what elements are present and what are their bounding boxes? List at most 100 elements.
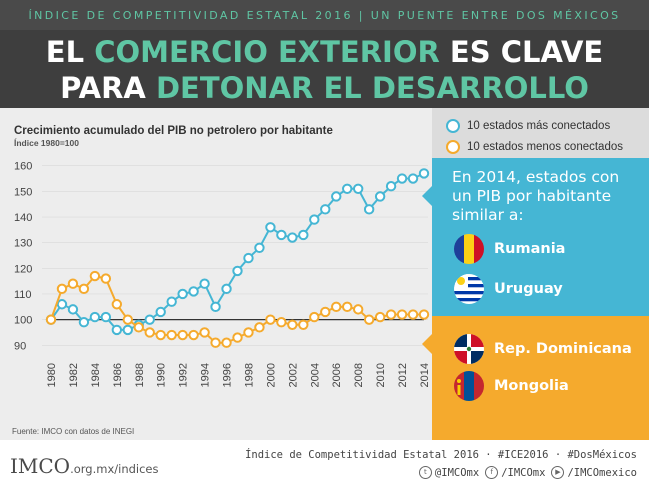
data-point	[407, 309, 419, 320]
data-point	[309, 214, 320, 225]
series-line-more-connected	[50, 172, 425, 331]
title-line-2: PARA DETONAR EL DESARROLLO	[0, 70, 649, 106]
data-point	[210, 337, 221, 348]
data-point	[396, 173, 408, 184]
y-tick-label: 90	[14, 340, 26, 352]
youtube-icon[interactable]: ▶	[551, 466, 565, 479]
title-highlight: COMERCIO EXTERIOR	[94, 35, 440, 69]
data-point	[111, 299, 123, 310]
chart-source: Fuente: IMCO con datos de INEGI	[12, 427, 134, 436]
data-point	[89, 270, 101, 282]
data-point	[276, 229, 287, 241]
line-chart: Crecimiento acumulado del PIB no petrole…	[12, 125, 431, 436]
x-tick-label: 2010	[375, 363, 387, 387]
y-tick-label: 100	[14, 315, 32, 327]
data-point	[221, 283, 232, 295]
top-bar: ÍNDICE DE COMPETITIVIDAD ESTATAL 2016 | …	[0, 0, 649, 30]
blue-box-title: En 2014, estados con un PIB por habitant…	[452, 168, 620, 224]
legend-label: 10 estados menos conectados	[467, 141, 623, 153]
footer-hashtags: Índice de Competitividad Estatal 2016 · …	[245, 449, 637, 461]
x-tick-label: 1994	[200, 363, 212, 387]
x-tick-label: 1998	[243, 363, 255, 387]
data-point	[418, 168, 430, 179]
data-point	[352, 183, 364, 194]
data-point	[111, 324, 123, 336]
data-point	[298, 229, 309, 241]
youtube-handle[interactable]: /IMCOmexico	[567, 466, 637, 479]
data-point	[78, 283, 90, 295]
blue-box-pointer	[422, 186, 432, 206]
data-point	[374, 191, 386, 202]
uruguay-flag-icon	[454, 274, 484, 304]
footer-social: t @IMCOmx f/IMCOmx ▶/IMCOmexico	[413, 466, 637, 479]
mongolia-flag-icon	[454, 371, 484, 401]
x-tick-label: 1996	[222, 363, 234, 387]
data-point	[320, 306, 331, 318]
facebook-icon[interactable]: f	[485, 466, 499, 479]
data-point	[342, 183, 353, 194]
orange-info-box: Rep. Dominicana Mongolia	[422, 316, 649, 440]
data-point	[221, 337, 232, 348]
country-label: Rep. Dominicana	[494, 341, 632, 357]
title-line-1: EL COMERCIO EXTERIOR ES CLAVE	[0, 34, 649, 70]
data-point	[232, 332, 243, 343]
data-point	[133, 322, 144, 333]
logo-url[interactable]: .org.mx/indices	[70, 462, 159, 476]
chart-subtitle: Índice 1980=100	[14, 138, 79, 148]
twitter-handle[interactable]: @IMCOmx	[434, 466, 480, 479]
data-point	[265, 314, 276, 325]
data-point	[396, 309, 408, 320]
y-axis-labels: 90 100 110 120 130 140 150 160	[14, 161, 32, 353]
twitter-icon[interactable]: t	[418, 466, 432, 479]
data-point	[374, 311, 386, 323]
series-group	[45, 168, 430, 348]
data-point	[407, 173, 419, 184]
top-bar-text: ÍNDICE DE COMPETITIVIDAD ESTATAL 2016 | …	[28, 8, 621, 22]
country-label: Rumania	[494, 241, 566, 257]
country-label: Mongolia	[494, 378, 569, 394]
dominican-republic-flag-icon	[454, 334, 484, 364]
y-tick-label: 110	[14, 289, 32, 301]
x-tick-label: 1988	[134, 363, 146, 387]
x-tick-label: 1986	[112, 363, 124, 387]
data-point	[210, 301, 221, 313]
romania-flag-icon	[454, 234, 484, 264]
data-point	[78, 317, 90, 328]
data-point	[254, 242, 265, 254]
data-point	[385, 181, 397, 192]
data-point	[331, 191, 342, 202]
y-tick-label: 140	[14, 212, 32, 224]
data-point	[177, 329, 188, 341]
x-tick-label: 1992	[178, 363, 190, 387]
data-point	[188, 329, 199, 341]
data-point	[287, 232, 298, 243]
title-highlight: DETONAR EL DESARROLLO	[155, 71, 589, 105]
title-text: PARA	[60, 71, 156, 105]
chart-panel: Crecimiento acumulado del PIB no petrole…	[0, 108, 432, 440]
legend-item-less-connected: 10 estados menos conectados	[446, 139, 623, 155]
data-point	[89, 311, 101, 323]
chart-title: Crecimiento acumulado del PIB no petrole…	[14, 125, 333, 137]
data-point	[67, 278, 79, 289]
data-point	[122, 314, 133, 325]
data-point	[166, 296, 177, 307]
title-text: ES CLAVE	[439, 35, 604, 69]
data-point	[155, 329, 166, 341]
logo-text: IMCO	[10, 454, 71, 478]
x-tick-label: 1990	[156, 363, 168, 387]
data-point	[45, 314, 57, 325]
data-point	[243, 327, 254, 338]
title-banner: EL COMERCIO EXTERIOR ES CLAVE PARA DETON…	[0, 30, 649, 108]
data-point	[232, 265, 243, 277]
facebook-handle[interactable]: /IMCOmx	[501, 466, 546, 479]
data-point	[177, 288, 188, 300]
x-tick-label: 2014	[419, 363, 431, 387]
data-point	[199, 278, 210, 289]
legend-marker-orange	[446, 140, 460, 154]
data-point	[56, 283, 68, 295]
x-tick-label: 2008	[353, 363, 365, 387]
data-point	[188, 286, 199, 297]
data-point	[100, 273, 112, 284]
country-dominican-republic: Rep. Dominicana	[454, 334, 632, 364]
x-tick-label: 1984	[90, 363, 102, 387]
